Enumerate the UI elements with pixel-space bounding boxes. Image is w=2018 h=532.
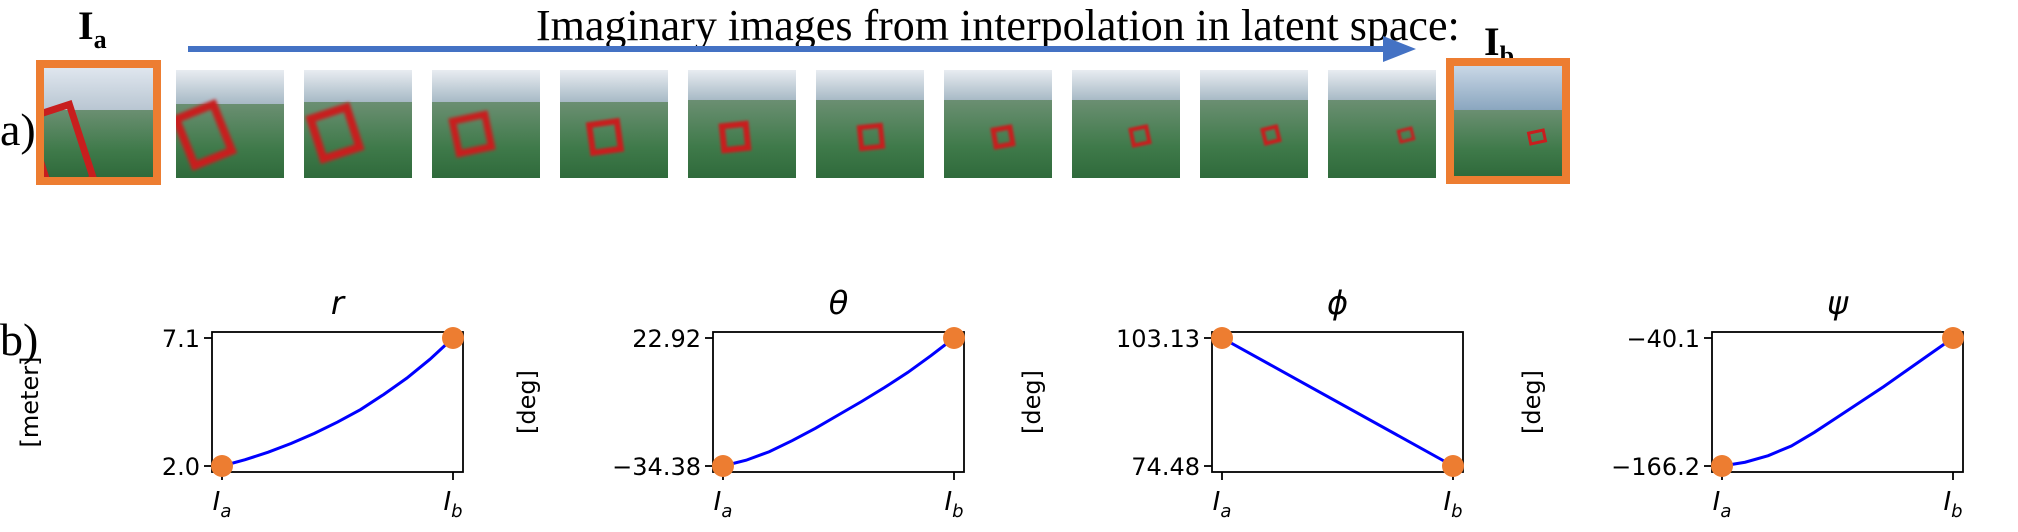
interpolated-image-4	[560, 70, 668, 178]
y-tick-label: 22.92	[632, 325, 701, 353]
endpoint-marker	[1442, 455, 1464, 477]
plot-title: θ	[829, 284, 849, 322]
x-tick-label: Ia	[1213, 487, 1232, 522]
end-image-frame	[1446, 58, 1570, 184]
start-image-frame	[36, 60, 161, 185]
interpolated-image-5	[688, 70, 796, 178]
endpoint-marker	[943, 327, 965, 349]
end-image	[1454, 66, 1562, 176]
series-line	[221, 336, 455, 468]
interpolated-image-1	[176, 70, 284, 178]
interpolation-heading: Imaginary images from interpolation in l…	[536, 1, 1460, 50]
plot-frame	[1711, 331, 1964, 473]
x-tick-label: Ib	[1943, 487, 1962, 522]
y-tick-label: 74.48	[1131, 453, 1200, 481]
endpoint-marker	[1211, 327, 1233, 349]
plot-frame	[211, 331, 464, 473]
interpolated-image-2	[304, 70, 412, 178]
y-tick-label: −166.2	[1611, 453, 1700, 481]
x-tick-label: Ib	[944, 487, 963, 522]
start-image	[44, 68, 153, 177]
interpolated-image-9	[1200, 70, 1308, 178]
x-tick-label: Ia	[213, 487, 232, 522]
interpolation-arrow	[188, 36, 1416, 62]
plot-title: ϕ	[1327, 284, 1348, 322]
start-image-label: Ia	[78, 3, 107, 54]
endpoint-marker	[1711, 455, 1733, 477]
series-line	[1221, 336, 1454, 468]
x-tick-label: Ia	[1713, 487, 1732, 522]
series-line	[1721, 336, 1954, 468]
interpolated-image-6	[816, 70, 924, 178]
interpolated-image-3	[432, 70, 540, 178]
endpoint-marker	[211, 455, 233, 477]
plot-frame	[712, 331, 965, 473]
interpolated-image-10	[1328, 70, 1436, 178]
plot-frame	[1211, 331, 1464, 473]
series-line	[722, 336, 955, 468]
endpoint-marker	[712, 455, 734, 477]
interpolated-image-8	[1072, 70, 1180, 178]
y-axis-label: [meter]	[16, 357, 44, 448]
endpoint-marker	[1942, 327, 1964, 349]
plot-title: ψ	[1827, 284, 1849, 322]
y-tick-label: −40.1	[1626, 325, 1700, 353]
y-tick-label: −34.38	[612, 453, 701, 481]
y-axis-label: [deg]	[513, 370, 541, 434]
y-axis-label: [deg]	[1018, 370, 1046, 434]
y-tick-label: 103.13	[1116, 325, 1200, 353]
y-axis-label: [deg]	[1518, 370, 1546, 434]
endpoint-marker	[442, 327, 464, 349]
row-label-b: b)	[0, 314, 39, 365]
row-label-a: a)	[0, 104, 36, 155]
y-tick-label: 7.1	[162, 325, 200, 353]
x-tick-label: Ib	[443, 487, 462, 522]
x-tick-label: Ib	[1443, 487, 1462, 522]
x-tick-label: Ia	[714, 487, 733, 522]
plot-title: r	[331, 284, 346, 322]
interpolated-image-7	[944, 70, 1052, 178]
y-tick-label: 2.0	[162, 453, 200, 481]
